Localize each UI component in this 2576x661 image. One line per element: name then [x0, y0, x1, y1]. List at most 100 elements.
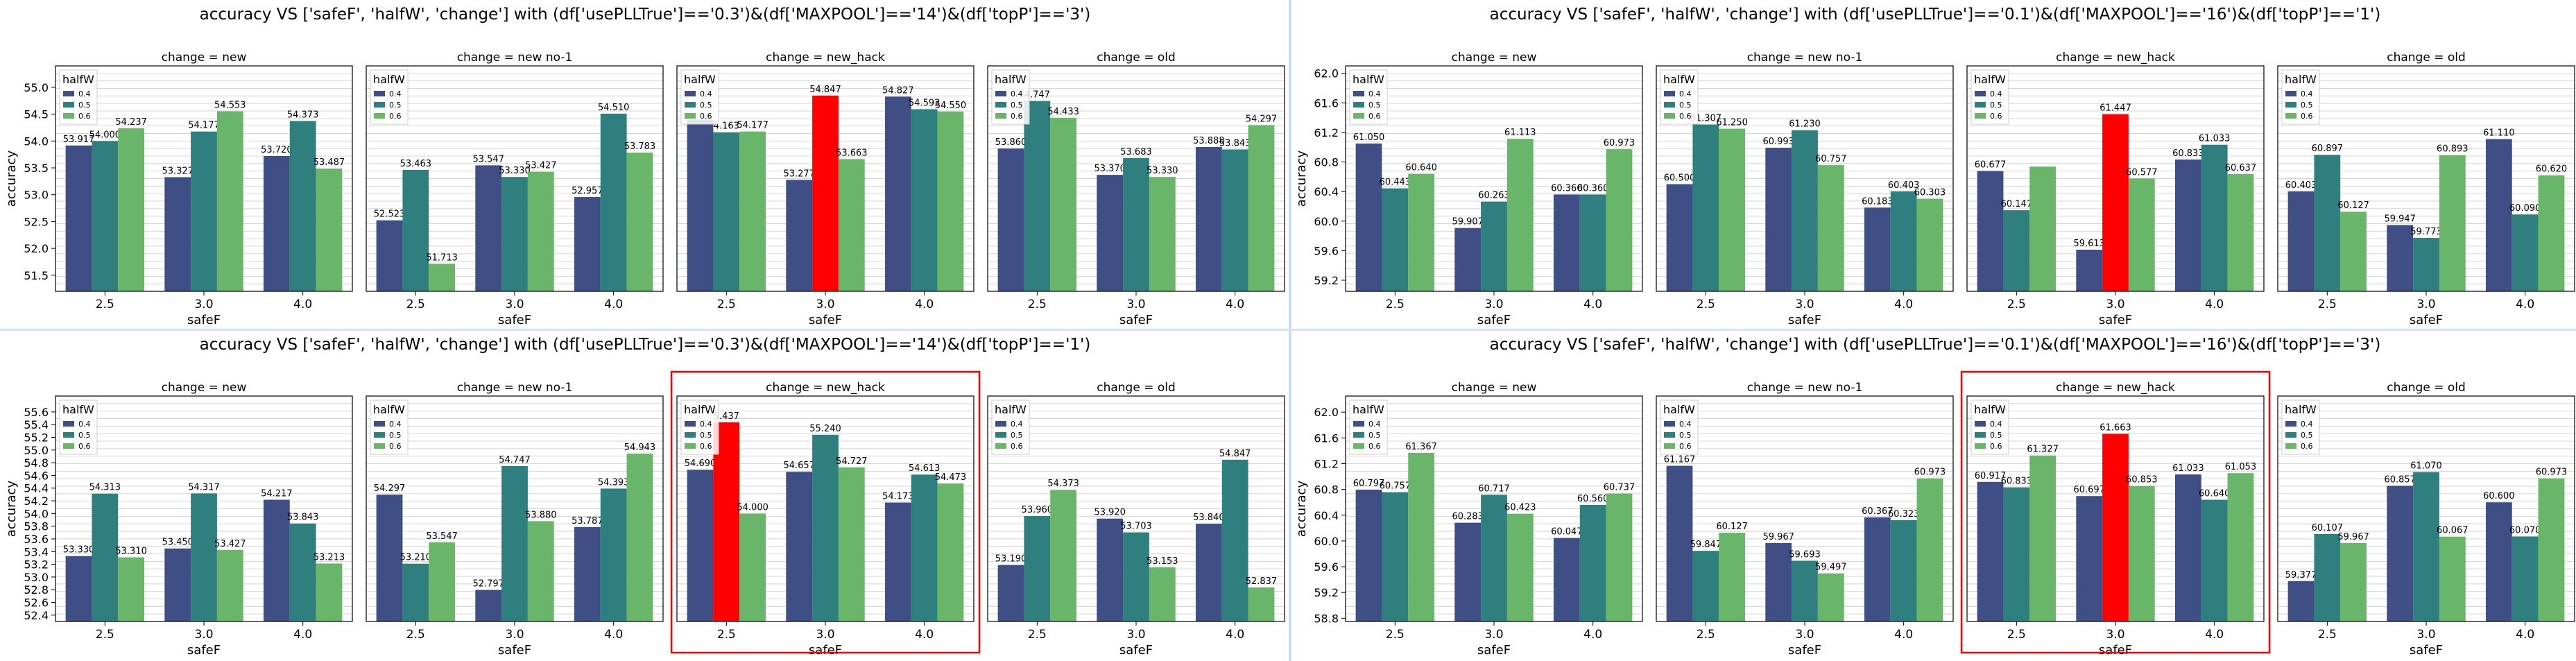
legend-label: 0.6 — [1011, 112, 1023, 121]
legend-label: 0.4 — [1679, 420, 1692, 429]
bar — [1916, 198, 1943, 291]
x-tick-label: 3.0 — [505, 628, 524, 642]
bar — [2538, 175, 2565, 291]
bar-value-label: 54.217 — [261, 489, 293, 499]
bar-value-label: 53.840 — [1193, 513, 1225, 523]
x-tick-label: 4.0 — [293, 298, 312, 311]
x-tick-label: 3.0 — [2416, 628, 2435, 642]
y-tick-label: 62.0 — [1314, 67, 1339, 80]
bar — [429, 542, 456, 621]
bar — [1408, 452, 1435, 621]
legend-label: 0.4 — [389, 420, 402, 429]
y-tick-label: 59.2 — [1314, 586, 1339, 599]
bar-value-label: 60.897 — [2312, 144, 2344, 154]
legend-label: 0.6 — [1990, 442, 2002, 451]
bar — [1817, 165, 1844, 291]
x-tick-label: 2.5 — [1697, 298, 1715, 311]
bar-value-label: 61.447 — [2100, 103, 2131, 114]
legend-label: 0.6 — [78, 112, 91, 121]
legend-label: 0.4 — [1990, 420, 2002, 429]
bar — [2174, 474, 2201, 621]
bar — [884, 502, 911, 621]
bar-value-label: 52.797 — [472, 579, 504, 590]
bar-value-label: 4.163 — [714, 121, 739, 132]
bar-value-label: 60.047 — [1551, 527, 1583, 538]
x-tick-label: 3.0 — [1795, 298, 1814, 311]
x-axis-label: safeF — [187, 643, 221, 658]
bar-value-label: 60.973 — [1604, 138, 1635, 148]
y-tick-label: 55.2 — [24, 431, 49, 445]
bar-value-label: 52.837 — [1246, 576, 1278, 587]
x-tick-label: 3.0 — [194, 628, 213, 642]
bar — [884, 96, 911, 291]
legend-swatch — [1664, 432, 1675, 438]
y-axis-label: accuracy — [4, 481, 19, 538]
bar — [574, 526, 601, 621]
bar — [1606, 493, 1633, 621]
legend-swatch — [1353, 432, 1364, 438]
legend-title: halfW — [995, 403, 1027, 416]
bar — [626, 454, 653, 621]
legend-swatch — [995, 113, 1006, 119]
bar — [2511, 536, 2539, 621]
bar-value-label: 54.297 — [374, 483, 406, 494]
y-tick-label: 60.0 — [1314, 215, 1339, 228]
bar-value-label: 61.113 — [1504, 128, 1536, 138]
legend-label: 0.4 — [1011, 89, 1023, 98]
y-tick-label: 62.0 — [1314, 406, 1339, 419]
bar — [2387, 486, 2414, 621]
bar-value-label: 61.230 — [1789, 119, 1821, 130]
x-tick-label: 4.0 — [1226, 628, 1244, 642]
bar — [1506, 139, 1534, 291]
legend-label: 0.6 — [2301, 442, 2313, 451]
legend-label: 0.4 — [78, 420, 91, 429]
bar — [1977, 481, 2004, 621]
bar-value-label: 61.033 — [2172, 463, 2204, 474]
bar — [1248, 125, 1275, 291]
legend-swatch — [374, 91, 385, 96]
x-tick-label: 3.0 — [816, 298, 834, 311]
legend-title: halfW — [373, 73, 405, 86]
bar — [1149, 177, 1176, 291]
bar — [2538, 478, 2565, 621]
x-axis-label: safeF — [1119, 643, 1153, 658]
bar-value-label: 60.263 — [1478, 191, 1510, 201]
bar-value-label: 53.370 — [1094, 164, 1126, 174]
bar — [1719, 533, 1746, 621]
bar-value-label: 54.373 — [287, 110, 319, 120]
x-axis-label: safeF — [2410, 313, 2443, 327]
panel-title: change = new no-1 — [1747, 381, 1863, 395]
y-tick-label: 60.8 — [1314, 156, 1339, 169]
legend-title: halfW — [684, 73, 716, 86]
bar — [65, 556, 92, 621]
bar — [92, 141, 119, 291]
legend-label: 0.5 — [700, 431, 712, 440]
x-tick-label: 2.5 — [717, 628, 736, 642]
x-tick-label: 2.5 — [96, 628, 114, 642]
chart-title: accuracy VS ['safeF', 'halfW', 'change']… — [1490, 336, 2381, 354]
y-tick-label: 59.6 — [1314, 560, 1339, 574]
bar — [1355, 489, 1382, 621]
y-tick-label: 55.6 — [24, 406, 49, 419]
y-tick-label: 60.8 — [1314, 483, 1339, 497]
bar — [216, 111, 243, 291]
bar-value-label: 54.847 — [809, 85, 841, 95]
legend-label: 0.5 — [2301, 431, 2313, 440]
bar — [164, 177, 191, 291]
x-tick-label: 2.5 — [1028, 298, 1047, 311]
bar-value-label: 60.833 — [2172, 148, 2204, 159]
bar-value-label: 53.663 — [836, 148, 868, 158]
bar-value-label: 54.393 — [598, 477, 630, 488]
x-axis-label: safeF — [1119, 313, 1153, 327]
bar — [164, 548, 191, 621]
bar-value-label: 54.827 — [882, 85, 914, 96]
bar-value-label: 54.473 — [935, 472, 967, 483]
x-tick-label: 3.0 — [1484, 298, 1503, 311]
bar-value-label: 53.860 — [995, 137, 1027, 148]
x-tick-label: 3.0 — [1484, 628, 1503, 642]
bar-value-label: 60.600 — [2483, 491, 2515, 501]
bar-value-label: 54.613 — [909, 463, 941, 474]
bar — [1864, 517, 1891, 621]
legend-box — [991, 400, 1030, 455]
